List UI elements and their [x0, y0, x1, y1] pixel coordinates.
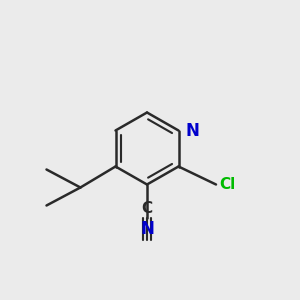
Text: Cl: Cl — [220, 177, 236, 192]
Text: N: N — [185, 122, 199, 140]
Text: C: C — [141, 201, 153, 216]
Text: N: N — [140, 220, 154, 238]
